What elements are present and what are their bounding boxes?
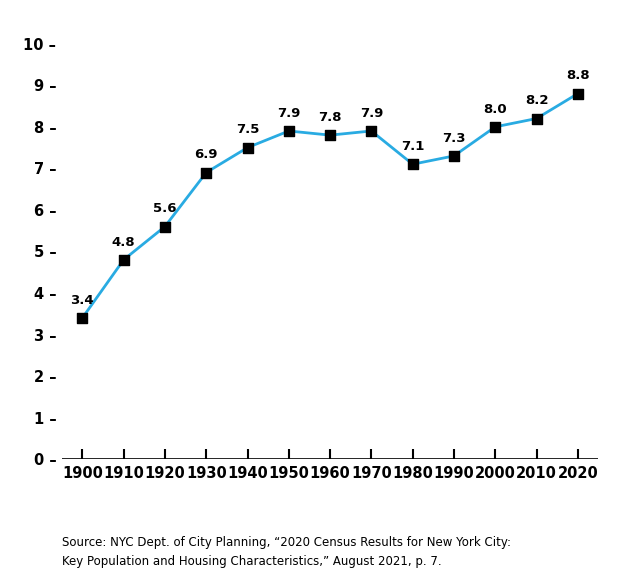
Point bbox=[532, 114, 542, 123]
Point bbox=[77, 313, 87, 323]
Point bbox=[325, 130, 335, 139]
Text: Source: NYC Dept. of City Planning, “2020 Census Results for New York City:
Key : Source: NYC Dept. of City Planning, “202… bbox=[62, 536, 511, 568]
Point bbox=[573, 89, 583, 98]
Text: 8.8: 8.8 bbox=[566, 69, 590, 83]
Text: 7.8: 7.8 bbox=[318, 111, 342, 124]
Text: 7.9: 7.9 bbox=[360, 107, 383, 120]
Text: 7.9: 7.9 bbox=[277, 107, 300, 120]
Text: 7.1: 7.1 bbox=[401, 140, 424, 153]
Point bbox=[284, 126, 294, 135]
Text: 5.6: 5.6 bbox=[153, 203, 176, 215]
Text: 7.5: 7.5 bbox=[236, 123, 259, 137]
Point bbox=[118, 255, 128, 265]
Text: 8.2: 8.2 bbox=[525, 94, 549, 107]
Point bbox=[242, 143, 252, 152]
Text: 7.3: 7.3 bbox=[442, 132, 466, 145]
Point bbox=[449, 152, 459, 161]
Text: 3.4: 3.4 bbox=[70, 294, 94, 307]
Text: 4.8: 4.8 bbox=[112, 236, 136, 249]
Point bbox=[491, 122, 500, 131]
Point bbox=[366, 126, 376, 135]
Text: 6.9: 6.9 bbox=[194, 149, 218, 161]
Point bbox=[160, 222, 170, 231]
Point bbox=[408, 160, 418, 169]
Point bbox=[201, 168, 211, 177]
Text: 8.0: 8.0 bbox=[484, 103, 507, 116]
